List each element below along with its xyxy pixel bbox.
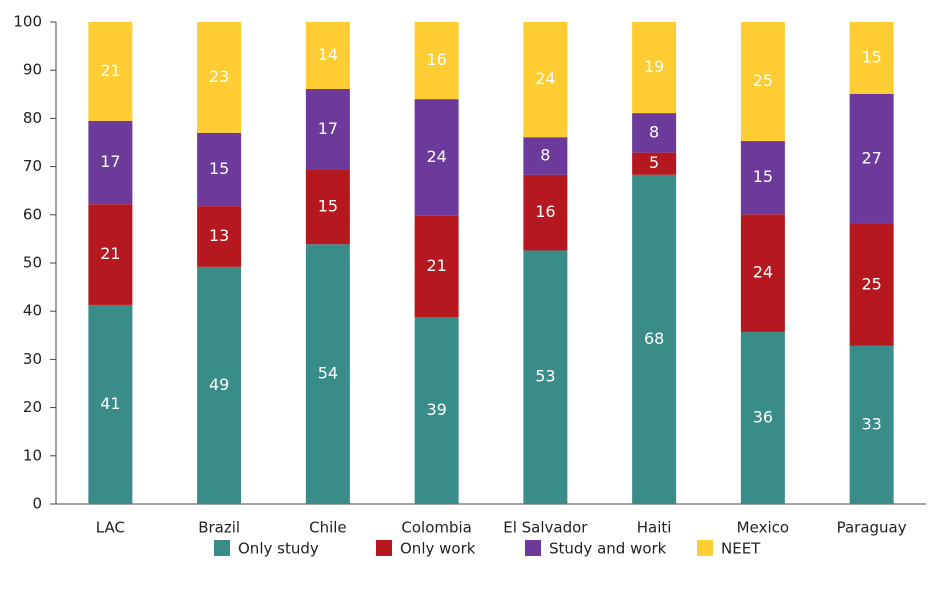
value-label: 49 [209,375,229,394]
value-label: 54 [318,364,338,383]
value-label: 15 [318,197,338,216]
value-label: 24 [535,69,555,88]
bar-segment [523,22,568,138]
value-label: 8 [540,145,550,164]
bar-segment [305,22,350,89]
value-label: 15 [753,167,773,186]
value-label: 15 [861,47,881,66]
value-label: 15 [209,159,229,178]
bar-segment [523,174,568,251]
bar-segment [740,22,785,142]
bar-segment [632,22,677,114]
y-tick-label: 0 [32,495,42,513]
bar-segment [740,141,785,215]
bar-segment [88,304,133,504]
y-tick-label: 90 [23,61,42,79]
x-tick-label: Haiti [637,519,672,537]
value-label: 21 [100,61,120,80]
bar-segment [523,250,568,504]
x-tick-label: El Salvador [503,519,588,537]
bar-segment [197,132,242,207]
value-label: 21 [100,244,120,263]
x-tick-label: Paraguay [837,519,907,537]
bar-segment [88,120,133,205]
bar-segment [849,22,894,94]
value-label: 33 [861,414,881,433]
value-label: 23 [209,67,229,86]
value-label: 17 [100,152,120,171]
value-label: 16 [426,50,446,69]
bar-segment [414,215,459,317]
value-label: 25 [861,274,881,293]
legend-label: NEET [721,540,761,558]
y-tick-label: 80 [23,109,42,127]
y-tick-label: 30 [23,350,42,368]
value-label: 16 [535,202,555,221]
value-label: 14 [318,45,338,64]
bar-segment [414,99,459,216]
x-tick-label: Brazil [198,519,240,537]
bar-segment [849,93,894,224]
y-tick-label: 60 [23,205,42,223]
legend-label: Study and work [549,540,667,558]
value-label: 39 [426,400,446,419]
y-tick-label: 70 [23,157,42,175]
value-label: 27 [861,148,881,167]
bar-segment [197,206,242,267]
bar-segment [849,345,894,504]
value-label: 36 [753,407,773,426]
value-label: 5 [649,153,659,172]
legend-label: Only work [400,540,476,558]
bar-segment [197,266,242,504]
y-tick-label: 100 [13,13,42,31]
legend-swatch [697,540,713,556]
legend-label: Only study [238,540,319,558]
bar-segment [632,174,677,504]
bar-segment [305,88,350,170]
x-tick-label: LAC [96,519,125,537]
value-label: 17 [318,119,338,138]
value-label: 21 [426,256,446,275]
bar-segment [88,22,133,121]
value-label: 41 [100,394,120,413]
value-label: 8 [649,122,659,141]
legend-swatch [376,540,392,556]
bar-segment [740,214,785,332]
legend-swatch [525,540,541,556]
bar-segment [632,113,677,153]
legend-swatch [214,540,230,556]
bar-segment [740,331,785,504]
bar-segment [632,152,677,175]
y-tick-label: 40 [23,302,42,320]
value-label: 19 [644,57,664,76]
value-label: 13 [209,226,229,245]
y-tick-label: 50 [23,254,42,272]
value-label: 24 [426,147,446,166]
bar-segment [523,137,568,175]
bar-segment [849,223,894,346]
y-tick-label: 10 [23,446,42,464]
y-tick-label: 20 [23,398,42,416]
bar-segment [305,169,350,245]
value-label: 68 [644,329,664,348]
value-label: 24 [753,263,773,282]
x-tick-label: Chile [309,519,347,537]
bar-segment [197,22,242,133]
bar-segment [414,22,459,100]
bar-segment [305,244,350,504]
bar-segment [414,316,459,504]
bar-segment [88,204,133,305]
x-tick-label: Colombia [401,519,472,537]
value-label: 53 [535,367,555,386]
x-tick-label: Mexico [737,519,789,537]
value-label: 25 [753,71,773,90]
